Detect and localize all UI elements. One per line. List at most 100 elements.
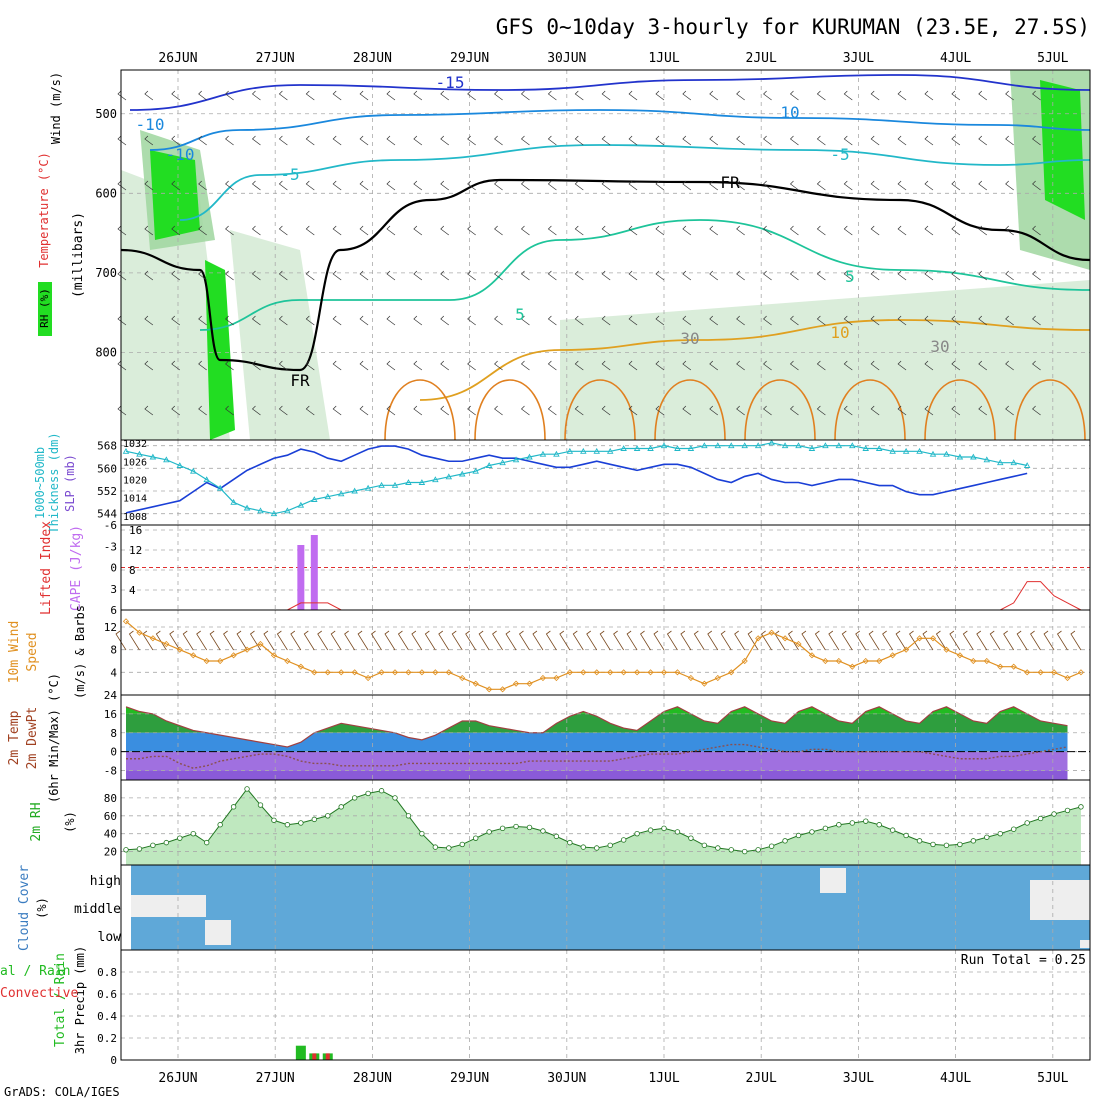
wind-barb <box>478 630 490 651</box>
rh2m-marker <box>244 786 250 792</box>
wind-speed-marker <box>190 652 197 659</box>
wind-barb <box>386 135 396 146</box>
wind-barb <box>709 90 719 101</box>
wind-barb <box>467 225 476 236</box>
cape-bar <box>297 545 305 610</box>
wind-speed-marker <box>1010 663 1017 670</box>
wind-barb <box>413 405 423 416</box>
thickness-marker <box>996 459 1004 466</box>
upper-air-ylabel: (millibars) <box>71 212 86 298</box>
wind-barb <box>494 360 503 371</box>
wind-barb <box>951 225 961 236</box>
thickness-marker <box>485 462 493 468</box>
wind-barb <box>709 225 719 236</box>
wind-barb <box>978 135 988 146</box>
contour-label: -10 <box>166 145 195 164</box>
cape-tick: 8 <box>129 564 136 577</box>
wind-speed-marker <box>983 657 990 665</box>
wind-speed-marker <box>257 640 264 648</box>
dewpoint-line <box>126 743 1068 769</box>
wind-barb <box>789 90 799 101</box>
wind-barb <box>251 225 261 236</box>
rh2m-marker <box>634 830 640 837</box>
thickness-marker <box>714 442 722 449</box>
temperature-tick: 16 <box>104 708 117 721</box>
rh2m-marker <box>163 839 170 846</box>
precip-bar <box>295 1045 306 1060</box>
thickness-marker <box>768 439 775 446</box>
slp-tick: 1020 <box>123 475 147 486</box>
wind-barb <box>278 270 288 281</box>
wind-barb <box>680 630 692 651</box>
wind-speed-marker <box>849 663 856 670</box>
run-total: Run Total = 0.25 <box>961 953 1086 968</box>
wind-barb <box>397 630 409 651</box>
date-label-top: 26JUN <box>158 51 197 66</box>
date-label-bottom: 26JUN <box>158 1071 197 1086</box>
wind-barb <box>1032 90 1041 101</box>
thickness-marker <box>351 487 358 494</box>
thickness-marker <box>835 442 843 449</box>
wind-barb <box>520 135 530 146</box>
thickness-marker <box>364 484 372 491</box>
wind-speed-marker <box>499 686 506 693</box>
wind-barb <box>142 630 154 651</box>
wind-speed-marker <box>903 646 910 653</box>
wind-speed-marker <box>365 674 372 682</box>
wind-speed-marker <box>674 669 681 676</box>
wind-barb <box>1032 180 1041 191</box>
wind-barb <box>763 315 772 326</box>
wind-barb <box>1005 90 1014 101</box>
contour-label: 30 <box>930 337 949 356</box>
temp2m-label: 2m DewPt <box>25 707 40 770</box>
wind-barb <box>413 135 423 146</box>
wind-barb <box>763 135 772 146</box>
wind-speed-marker <box>217 657 224 665</box>
wind-barb <box>843 90 853 101</box>
rh2m-marker <box>822 825 829 832</box>
wind-speed-marker <box>243 646 251 653</box>
wind-barb <box>492 630 503 651</box>
rh2m-marker <box>715 845 721 851</box>
wind-barb <box>870 360 880 371</box>
temperature-contour <box>149 109 1091 151</box>
wind-barb <box>494 180 503 191</box>
lifted-index-tick: 6 <box>110 604 117 617</box>
wind-barb <box>897 90 907 101</box>
wind-barb <box>1016 630 1028 651</box>
wind-barb <box>424 630 436 651</box>
wind-barb <box>763 225 772 236</box>
wind-barb <box>814 630 826 651</box>
wind-barb <box>494 225 503 236</box>
wind-barb <box>386 360 396 371</box>
wind-barb <box>547 225 557 236</box>
cloud-block <box>131 895 206 917</box>
wind-barb <box>935 630 947 651</box>
wind-barb <box>209 630 221 651</box>
wind-barb <box>763 405 772 416</box>
temperature-contour <box>654 379 726 441</box>
wind-speed-marker <box>378 669 385 676</box>
rh2m-marker <box>311 816 317 823</box>
cloud-block <box>205 920 231 945</box>
wind-barb <box>870 270 880 281</box>
cloud-row-label: low <box>98 930 122 945</box>
wind-barb <box>332 315 342 326</box>
rh2m-marker <box>903 832 909 839</box>
rh2m-marker <box>446 845 452 851</box>
wind-barb <box>761 630 772 651</box>
cloud-block <box>820 868 846 893</box>
wind-barb <box>117 315 127 326</box>
wind-speed-marker <box>284 657 291 665</box>
rh2m-marker <box>419 830 425 837</box>
wind-barb <box>682 90 692 101</box>
thickness-marker <box>243 504 251 511</box>
thickness-marker <box>445 473 453 480</box>
wind-speed-marker <box>714 674 721 682</box>
wind-barb <box>290 630 302 651</box>
wind-barb <box>494 270 503 281</box>
rh2m-marker <box>123 847 129 853</box>
wind-barb <box>278 405 288 416</box>
wind-barb <box>897 315 907 326</box>
precip-tick: 0.8 <box>97 966 117 979</box>
